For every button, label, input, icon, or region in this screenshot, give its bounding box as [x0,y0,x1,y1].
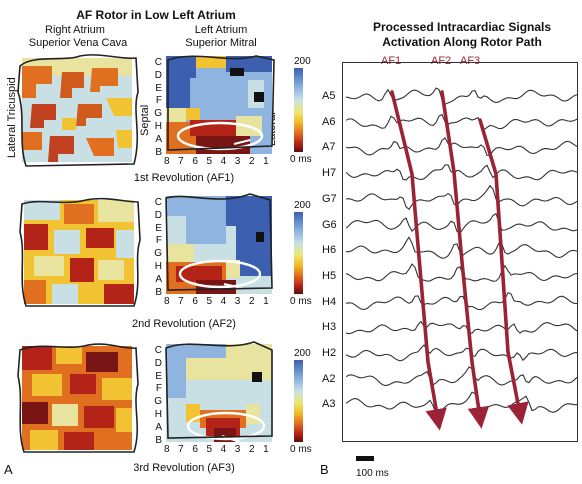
colorbar-max-af3: 200 [294,348,311,359]
left-atrium-outline-af1 [158,50,284,167]
right-atrium-outline-af2 [16,194,146,319]
revolution-label-af1: 1st Revolution (AF1) [133,172,235,184]
channel-label-a3: A3 [322,398,336,411]
channel-label-h6: H6 [322,244,337,257]
right-atrium-map-af2 [24,200,134,304]
left-atrium-label: Left Atrium [194,24,248,36]
signal-trace-a7 [346,136,578,156]
signal-trace-g6 [346,212,578,234]
column-numbers-af3: 8 7 6 5 4 3 2 1 [164,444,272,455]
panel-b-title-line1: Processed Intracardiac Signals [372,20,552,34]
column-numbers-af1: 8 7 6 5 4 3 2 1 [164,156,272,167]
signal-trace-h7 [346,164,578,181]
signal-trace-a2 [346,366,578,387]
panel-b-title-line2: Activation Along Rotor Path [382,35,542,49]
scale-bar [356,456,374,461]
left-atrium-map-af1 [166,56,272,154]
revolution-label-af2: 2nd Revolution (AF2) [132,318,236,330]
colorbar-max-af1: 200 [294,56,311,67]
signal-trace-a5 [346,87,578,105]
colorbar-min-af2: 0 ms [290,296,312,307]
signal-trace-a6 [346,113,578,131]
af3-activation-arrow [478,118,529,425]
right-atrium-map-af3 [22,346,132,450]
af2-label: AF2 [431,55,452,67]
signals-frame [342,62,578,442]
channel-label-g7: G7 [322,192,337,205]
signal-trace-h4 [346,291,578,311]
channel-label-h2: H2 [322,347,337,359]
channel-label-a5: A5 [322,90,336,102]
af1-label: AF1 [381,55,402,67]
panel-a-title: AF Rotor in Low Left Atrium [76,8,236,22]
left-atrium-outline-af3 [158,338,284,455]
left-atrium-map-af2 [166,196,272,294]
signal-trace-h2 [346,344,578,362]
intracardiac-signals [346,87,578,431]
colorbar-af3 [294,360,303,442]
colorbar-af2 [294,212,303,294]
left-atrium-sublabel: Superior Mitral [185,37,257,49]
right-atrium-outline-af1 [14,52,144,177]
right-atrium-map-af1 [22,58,132,162]
signal-trace-g7 [346,184,578,211]
channel-label-h5: H5 [322,269,337,282]
panel-letter-a: A [4,462,13,477]
right-atrium-outline-af3 [14,340,144,465]
scale-bar-label: 100 ms [356,468,389,479]
af1-activation-arrow [390,90,447,431]
af2-activation-arrow [440,90,490,429]
panel-letter-b: B [320,462,329,477]
channel-label-a6: A6 [322,115,336,128]
right-atrium-label: Right Atrium [45,24,105,36]
signal-trace-h3 [346,320,578,335]
revolution-label-af3: 3rd Revolution (AF3) [133,462,235,474]
colorbar-min-af3: 0 ms [290,444,312,455]
channel-label-h3: H3 [322,321,337,334]
rotor-ellipse-af1 [174,118,266,159]
column-numbers-af2: 8 7 6 5 4 3 2 1 [164,296,272,307]
channel-label-h7: H7 [322,167,337,180]
rotor-ellipse-af2 [174,256,266,299]
colorbar-max-af2: 200 [294,200,311,211]
colorbar-min-af1: 0 ms [290,154,312,165]
channel-label-a7: A7 [322,141,336,154]
left-atrium-outline-af2 [158,190,284,307]
channel-label-h4: H4 [322,295,337,308]
channel-label-g6: G6 [322,218,337,231]
channel-label-a2: A2 [322,372,336,385]
right-atrium-sublabel: Superior Vena Cava [28,37,128,49]
signal-trace-a3 [346,391,577,415]
colorbar-af1 [294,68,303,152]
af3-label: AF3 [460,55,481,67]
